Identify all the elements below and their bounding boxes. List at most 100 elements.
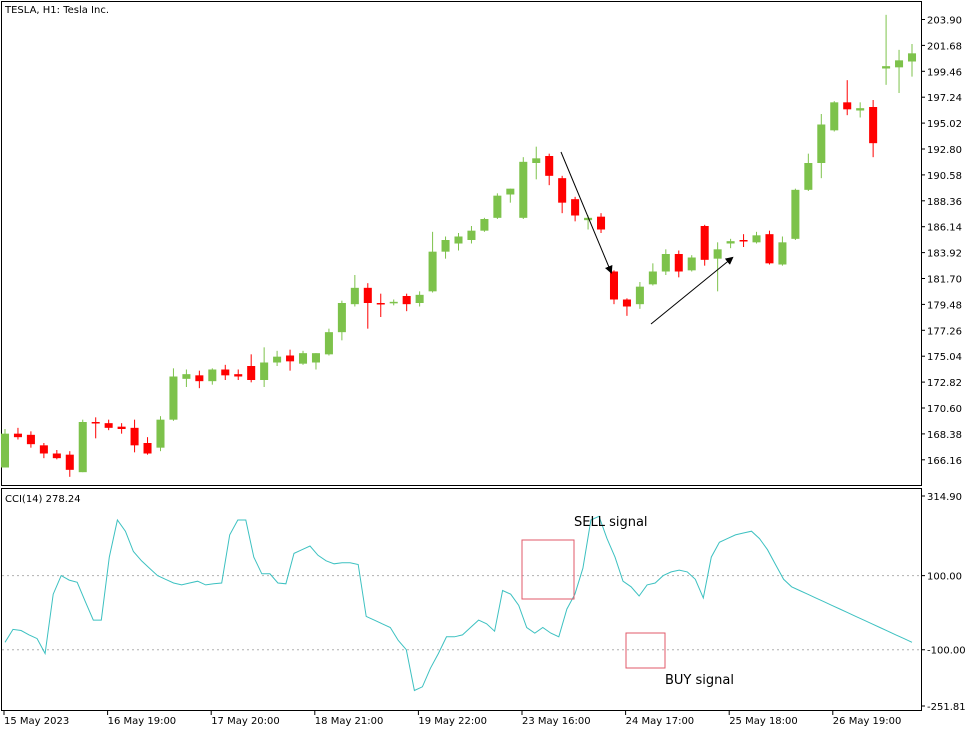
candle-body-up xyxy=(804,163,813,190)
candle-body-down xyxy=(622,299,631,307)
price-tick-label: 166.16 xyxy=(927,456,962,467)
candle-body-up xyxy=(661,254,670,272)
candle-body-up xyxy=(78,422,87,473)
candle-body-up xyxy=(791,189,800,239)
candle-body-up xyxy=(156,419,165,448)
price-tick-label: 197.24 xyxy=(927,93,962,104)
price-tick-label: 203.90 xyxy=(927,16,962,27)
candle-body-down xyxy=(247,366,256,380)
time-tick-label: 23 May 16:00 xyxy=(522,716,591,727)
candle-body-down xyxy=(91,422,100,424)
candle-body-down xyxy=(571,199,580,216)
candle-body-up xyxy=(506,188,515,195)
cci-layer xyxy=(2,515,921,692)
candle-body-up xyxy=(454,236,463,244)
candle-body-down xyxy=(700,226,709,260)
time-tick-label: 24 May 17:00 xyxy=(626,716,695,727)
candle-body-up xyxy=(311,353,320,363)
candle-body-up xyxy=(895,60,904,68)
candle-body-down xyxy=(13,433,22,438)
candle-body-up xyxy=(415,294,424,303)
candle-body-down xyxy=(234,374,243,377)
candle-body-up xyxy=(169,376,178,420)
candle-body-up xyxy=(467,230,476,240)
price-tick-label: 179.48 xyxy=(927,300,962,311)
time-tick-label: 17 May 20:00 xyxy=(211,716,280,727)
price-tick-label: 190.58 xyxy=(927,171,962,182)
cci-line xyxy=(4,515,913,692)
candle-body-down xyxy=(609,271,619,300)
candle-body-up xyxy=(882,66,891,69)
price-tick-label: 186.14 xyxy=(927,223,962,234)
candle-body-down xyxy=(558,178,567,203)
candle-body-up xyxy=(778,242,787,265)
candle-body-down xyxy=(765,234,774,264)
candle-body-up xyxy=(493,195,502,218)
time-axis: 15 May 2023 16 May 19:00 17 May 20:00 18 Ma… xyxy=(3,711,902,727)
buy-trend-arrow xyxy=(650,256,734,325)
candle-body-up xyxy=(532,158,541,163)
price-tick-label: 183.92 xyxy=(927,249,962,260)
candle-body-down xyxy=(52,453,61,459)
candle-body-up xyxy=(182,374,191,379)
candle-body-up xyxy=(260,362,269,380)
cci-tick-label: -251.81 xyxy=(927,702,966,713)
candle-body-down xyxy=(143,443,152,454)
candle-body-up xyxy=(324,332,333,355)
sell-signal-label: SELL signal xyxy=(574,515,648,530)
price-tick-label: 181.70 xyxy=(927,275,962,286)
time-tick-label: 16 May 19:00 xyxy=(108,716,177,727)
candle-body-up xyxy=(830,102,839,131)
buy-signal-box xyxy=(625,632,666,669)
time-tick-label: 15 May 2023 xyxy=(4,716,69,727)
price-tick-label: 192.80 xyxy=(927,145,962,156)
candle-body-down xyxy=(674,254,683,272)
candle-body-up xyxy=(428,251,437,292)
time-tick-label: 25 May 18:00 xyxy=(729,716,798,727)
candle-body-up xyxy=(337,303,346,333)
price-tick-label: 177.26 xyxy=(927,326,962,337)
time-tick-label: 19 May 22:00 xyxy=(418,716,487,727)
candle-body-down xyxy=(402,296,411,305)
candle-body-down xyxy=(195,375,204,382)
candle-body-up xyxy=(907,53,917,62)
candle-body-up xyxy=(713,249,722,259)
cci-axis: 314.90 100.00 -100.00 -251.81 xyxy=(921,492,966,713)
price-pane-frame xyxy=(1,1,922,486)
candle-body-up xyxy=(0,433,10,468)
candle-body-up xyxy=(635,286,644,305)
price-tick-label: 172.82 xyxy=(927,378,962,389)
candle-body-up xyxy=(584,217,593,221)
time-tick-label: 26 May 19:00 xyxy=(833,716,902,727)
candle-body-down xyxy=(117,426,126,429)
cci-tick-label: 100.00 xyxy=(927,572,962,583)
candle-body-up xyxy=(817,124,826,163)
price-tick-label: 170.60 xyxy=(927,404,962,415)
candle-body-down xyxy=(26,434,35,445)
candle-body-up xyxy=(856,108,865,111)
candle-body-down xyxy=(376,303,385,305)
candle-body-up xyxy=(752,235,761,243)
candle-body-up xyxy=(298,353,308,364)
candle-body-down xyxy=(286,355,295,362)
candle-body-down xyxy=(39,445,48,454)
candle-body-down xyxy=(104,423,113,428)
candle-body-down xyxy=(843,102,852,110)
price-tick-label: 188.36 xyxy=(927,197,962,208)
price-tick-label: 201.68 xyxy=(927,41,962,52)
candle-body-down xyxy=(221,369,230,376)
indicator-label: CCI(14) 278.24 xyxy=(5,494,81,505)
candle-body-down xyxy=(869,107,878,144)
sell-signal-box xyxy=(521,539,575,600)
price-axis: 203.90 201.68 199.46 197.24 195.02 192.80 190.… xyxy=(921,16,962,467)
symbol-label: TESLA, H1: Tesla Inc. xyxy=(4,5,109,16)
buy-signal-label: BUY signal xyxy=(665,673,734,688)
candle-body-down xyxy=(363,287,372,303)
price-tick-label: 168.38 xyxy=(927,430,962,441)
candle-body-up xyxy=(648,271,657,285)
candle-body-up xyxy=(519,161,528,218)
candle-body-up xyxy=(726,241,735,244)
candle-body-up xyxy=(687,257,696,271)
candle-body-down xyxy=(130,427,139,446)
